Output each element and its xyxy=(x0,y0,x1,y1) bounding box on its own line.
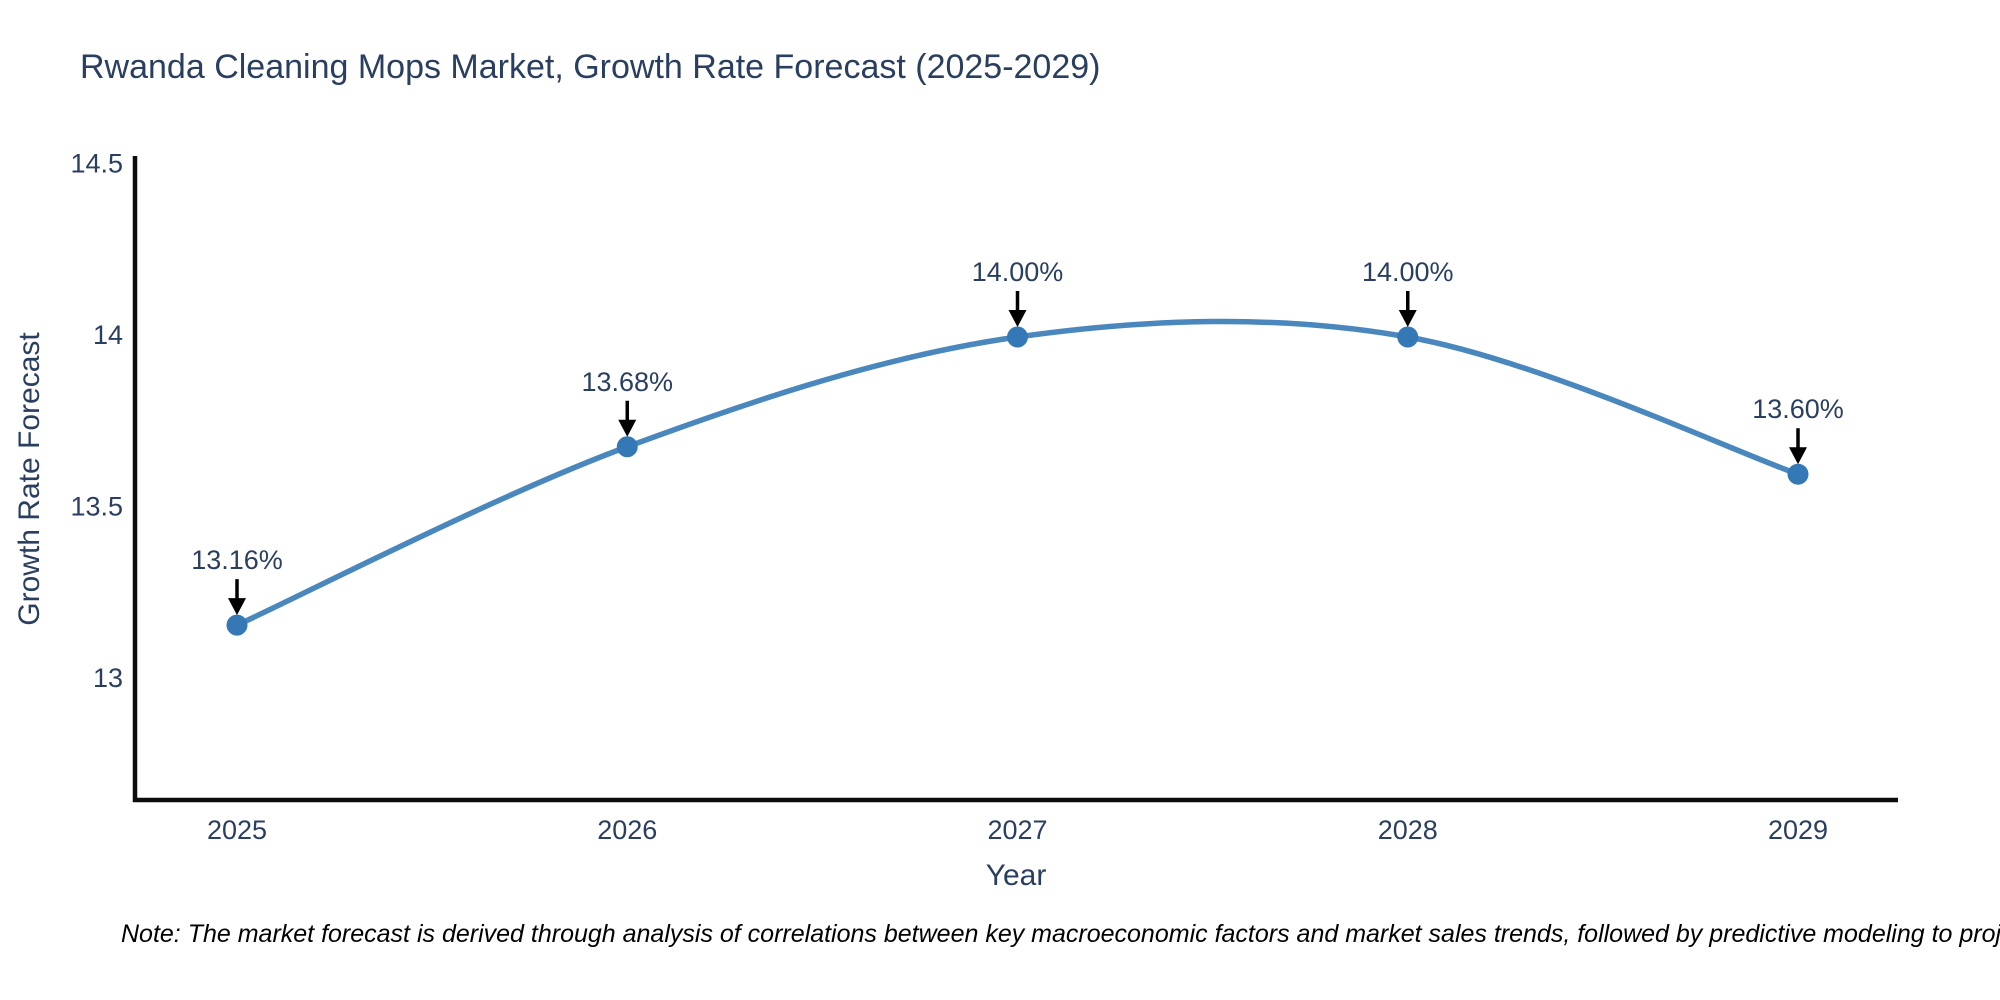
data-point-marker[interactable] xyxy=(1397,326,1419,348)
data-point-marker[interactable] xyxy=(616,436,638,458)
annotation-arrowhead xyxy=(618,419,637,437)
forecast-line xyxy=(234,318,1801,628)
annotation-arrowhead xyxy=(1398,310,1417,327)
data-point-label: 13.16% xyxy=(191,545,283,575)
data-point-marker[interactable] xyxy=(1787,463,1809,485)
annotation-arrowhead xyxy=(1789,447,1807,465)
chart-title: Rwanda Cleaning Mops Market, Growth Rate… xyxy=(80,48,1101,86)
x-axis-title: Year xyxy=(985,859,1047,892)
x-tick-label: 2025 xyxy=(207,815,267,845)
x-tick-label: 2029 xyxy=(1768,815,1828,845)
data-point-label: 13.60% xyxy=(1752,394,1844,424)
y-tick-label: 14 xyxy=(93,320,123,350)
data-point-label: 14.00% xyxy=(972,257,1064,287)
data-point-marker[interactable] xyxy=(1007,326,1028,348)
x-tick-label: 2028 xyxy=(1378,815,1438,845)
data-point-marker[interactable] xyxy=(226,614,248,636)
data-point-label: 14.00% xyxy=(1362,257,1454,287)
x-tick-label: 2027 xyxy=(987,815,1047,845)
y-tick-label: 14.5 xyxy=(70,149,123,179)
data-point-label: 13.68% xyxy=(581,367,673,397)
annotation-arrowhead xyxy=(228,598,246,616)
y-tick-label: 13.5 xyxy=(70,492,123,522)
y-tick-label: 13 xyxy=(93,663,123,693)
x-tick-label: 2026 xyxy=(597,815,657,845)
footnote: Note: The market forecast is derived thr… xyxy=(121,920,2000,948)
annotation-arrowhead xyxy=(1008,310,1027,327)
